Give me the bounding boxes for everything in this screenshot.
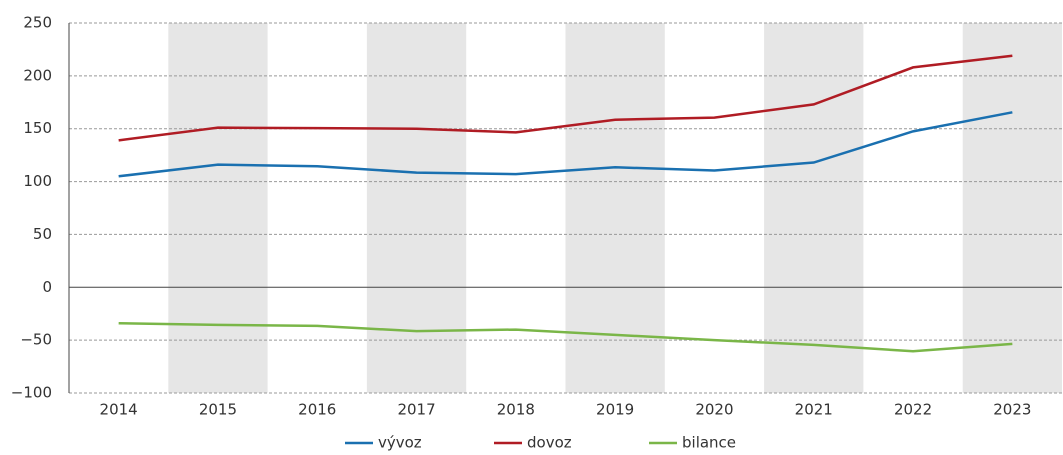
x-tick-label: 2020	[695, 401, 733, 419]
x-tick-label: 2021	[795, 401, 833, 419]
y-tick-label: 100	[23, 172, 52, 190]
y-tick-label: 50	[33, 225, 52, 243]
band-shade	[962, 23, 1062, 393]
legend-label: vývoz	[378, 434, 422, 452]
x-tick-label: 2019	[596, 401, 634, 419]
band-shade	[565, 23, 665, 393]
x-tick-label: 2014	[100, 401, 138, 419]
x-tick-label: 2022	[894, 401, 932, 419]
x-tick-label: 2023	[993, 401, 1031, 419]
series-line	[118, 321, 1013, 353]
band-shade	[366, 23, 467, 393]
y-tick-label: 250	[23, 14, 52, 32]
series-line	[118, 111, 1013, 178]
legend-label: bilance	[682, 434, 736, 452]
y-tick-label: 200	[23, 66, 52, 84]
y-tick-label: 150	[23, 119, 52, 137]
x-tick-label: 2016	[298, 401, 336, 419]
series-line	[118, 54, 1013, 142]
x-tick-label: 2018	[497, 401, 535, 419]
band-shade	[168, 23, 268, 393]
legend-label: dovoz	[527, 434, 572, 452]
y-tick-label: 0	[42, 278, 52, 296]
x-tick-label: 2015	[199, 401, 237, 419]
band-shade	[764, 23, 864, 393]
y-tick-label: −100	[11, 384, 52, 402]
y-tick-label: −50	[20, 331, 52, 349]
x-tick-label: 2017	[397, 401, 435, 419]
